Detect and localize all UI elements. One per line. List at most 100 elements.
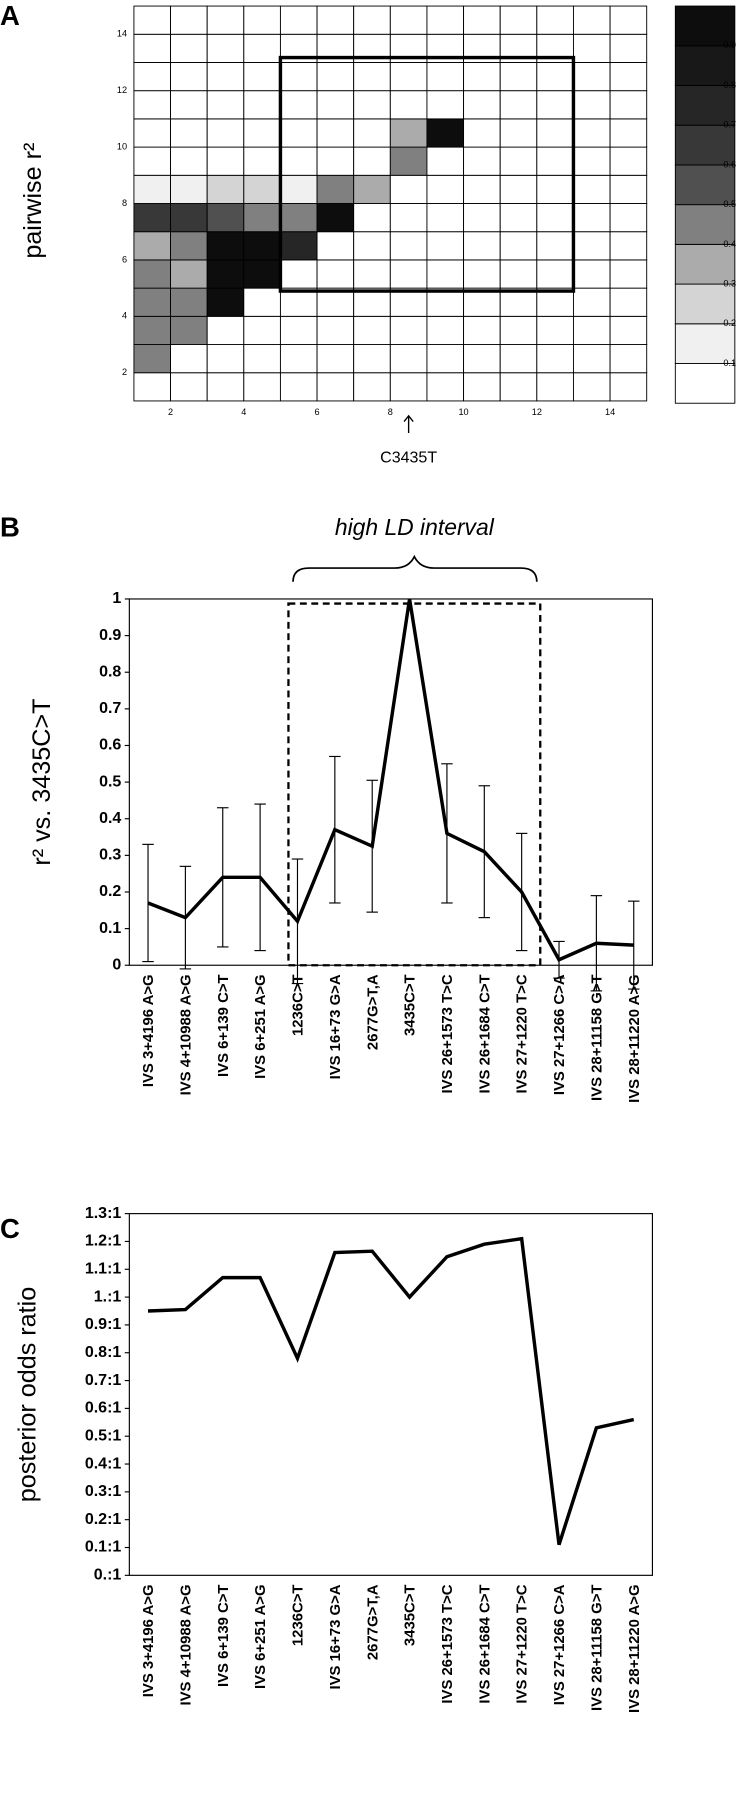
heat-cell [206,174,245,204]
data-line [147,598,634,962]
y-tick-label: 1.:1 [94,1287,122,1305]
x-tick-label: IVS 16+73 G>A [328,1584,344,1689]
heat-cell [279,146,318,176]
heat-cell [206,231,245,261]
heat-cell [170,344,208,374]
y-tick-label: 1.3:1 [85,1204,122,1222]
heat-cell [316,315,355,345]
heat-cell [133,259,172,289]
heat-cell [170,33,208,63]
x-tick-label: 2677G>T,A [365,1584,381,1660]
heat-cell [206,5,245,35]
heat-cell [243,315,281,345]
x-tick-label: 8 [388,407,393,417]
heat-cell [536,372,574,402]
colorbar-bin [674,204,736,245]
heat-cell [133,315,172,345]
heat-cell [499,90,538,120]
heat-cell [572,372,611,402]
heat-cell [389,118,428,148]
heat-cell [609,146,648,176]
heat-cell [536,203,574,233]
x-tick-label: 3435C>T [403,1584,419,1646]
heat-cell [316,62,355,92]
colorbar-tick-label: 0.6 [723,159,736,169]
y-tick-label: 0.8:1 [85,1343,122,1361]
colorbar-tick-label: 0.5 [723,199,736,209]
heat-cell [463,287,501,317]
heat-cell [206,33,245,63]
plot-frame [128,1213,654,1576]
heat-cell [609,90,648,120]
x-tick-label: IVS 28+11220 A>G [627,974,643,1102]
colorbar-bin [674,164,736,206]
interval-brace [292,554,538,582]
heat-cell [536,118,574,148]
heat-cell [609,62,648,92]
x-tick-label: IVS 26+1573 T>C [440,974,456,1093]
heat-cell [609,259,648,289]
heat-cell [243,33,281,63]
heat-cell [609,174,648,204]
plot-frame [128,598,654,966]
colorbar-bin [674,323,736,364]
heat-cell [206,146,245,176]
heat-cell [170,5,208,35]
heat-cell [316,146,355,176]
x-tick-label: IVS 27+1220 T>C [515,1584,531,1703]
x-tick-label: IVS 26+1573 T>C [440,1584,456,1703]
heat-cell [463,5,501,35]
heat-cell [206,90,245,120]
x-tick-label: 2677G>T,A [365,974,381,1050]
heat-cell [170,203,208,233]
heat-cell [572,118,611,148]
heat-cell [426,231,465,261]
x-tick-label: 10 [458,407,468,417]
heat-cell [170,62,208,92]
heat-cell [279,203,318,233]
y-tick-label: 0.1:1 [85,1538,122,1556]
heat-cell [316,5,355,35]
heat-cell [279,259,318,289]
y-tick-label: 0.3 [99,846,121,864]
heat-cell [463,90,501,120]
y-tick-label: 0.4 [99,809,121,827]
heat-cell [243,118,281,148]
heat-cell [609,231,648,261]
colorbar-bin [674,363,736,404]
y-tick-label: 8 [122,198,127,208]
y-tick-label: 0.5 [99,772,121,790]
x-tick-label: IVS 26+1684 C>T [477,1584,493,1703]
interval-box [287,602,542,967]
heat-cell [426,315,465,345]
y-axis-label: r² vs. 3435C>T [28,699,56,866]
heat-cell [243,259,281,289]
heat-cell [316,203,355,233]
heat-cell [243,287,281,317]
heat-cell [463,62,501,92]
heat-cell [243,203,281,233]
heat-cell [353,62,391,92]
heat-cell [426,372,465,402]
x-tick-label: IVS 6+251 A>G [253,974,269,1078]
y-tick-label: 14 [117,29,127,39]
heat-cell [170,372,208,402]
heat-cell [206,118,245,148]
heat-cell [316,90,355,120]
annotation: C3435T [380,448,437,466]
heat-cell [133,344,172,374]
heat-cell [353,146,391,176]
annotation-arrow-head [403,414,414,422]
heat-cell [279,5,318,35]
heat-cell [499,287,538,317]
heat-cell [243,231,281,261]
colorbar-tick-label: 0.1 [723,358,736,368]
y-tick-label: 0.9:1 [85,1315,122,1333]
x-tick-label: 2 [168,407,173,417]
heat-cell [572,203,611,233]
x-tick-label: IVS 16+73 G>A [328,974,344,1079]
heat-cell [389,287,428,317]
x-tick-label: IVS 27+1266 C>A [552,974,568,1095]
